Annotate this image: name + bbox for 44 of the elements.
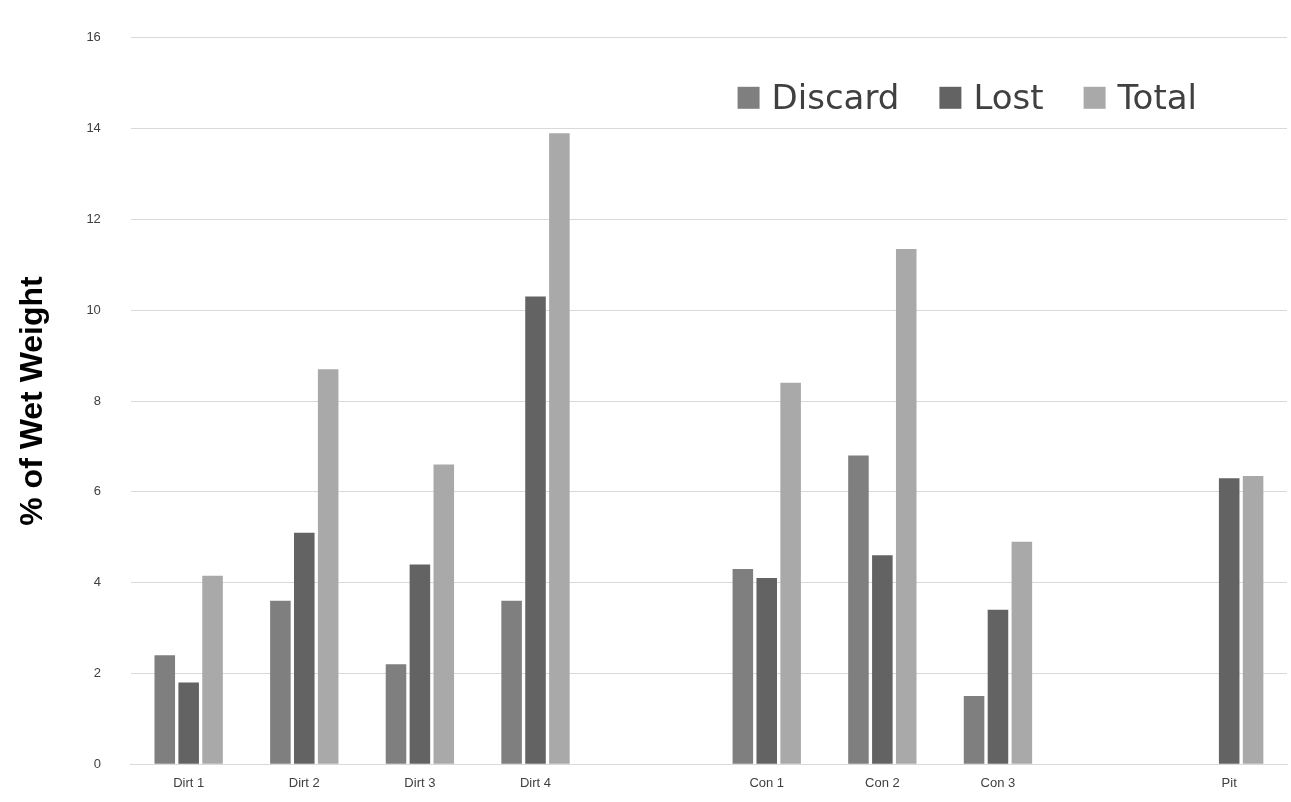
y-axis-title: % of Wet Weight bbox=[13, 275, 50, 526]
bar bbox=[433, 464, 455, 764]
bar bbox=[178, 682, 199, 764]
bar bbox=[549, 133, 570, 764]
bar bbox=[987, 609, 1009, 764]
bar bbox=[385, 664, 407, 764]
y-tick-label: 16 bbox=[86, 29, 101, 45]
bar bbox=[848, 455, 869, 764]
y-tick-label: 4 bbox=[93, 574, 101, 590]
bar bbox=[270, 600, 291, 764]
y-tick-label: 14 bbox=[86, 120, 101, 136]
y-tick-label: 6 bbox=[93, 483, 101, 499]
y-tick-label: 8 bbox=[93, 392, 101, 408]
bar bbox=[409, 564, 431, 764]
bar bbox=[154, 655, 176, 764]
bar bbox=[202, 575, 223, 764]
bar bbox=[756, 578, 778, 764]
bar bbox=[501, 600, 522, 764]
y-tick-label: 10 bbox=[86, 301, 101, 317]
bar bbox=[895, 248, 917, 764]
x-tick-label: Pit bbox=[1221, 774, 1238, 790]
x-tick-label: Con 3 bbox=[980, 774, 1016, 790]
x-tick-label: Dirt 1 bbox=[173, 774, 205, 790]
bar bbox=[1242, 475, 1264, 764]
x-tick-label: Con 2 bbox=[865, 774, 900, 790]
bar bbox=[1011, 541, 1033, 764]
y-tick-label: 12 bbox=[86, 210, 101, 226]
legend-label: Discard bbox=[771, 76, 900, 117]
bar bbox=[525, 296, 546, 764]
y-tick-label: 0 bbox=[93, 755, 101, 771]
x-tick-label: Dirt 4 bbox=[519, 774, 552, 790]
bar bbox=[872, 555, 893, 764]
bar bbox=[1218, 478, 1240, 764]
legend-label: Total bbox=[1116, 76, 1197, 117]
x-tick-label: Dirt 2 bbox=[288, 774, 320, 790]
x-tick-label: Dirt 3 bbox=[404, 774, 436, 790]
bar bbox=[294, 532, 315, 764]
x-tick-label: Con 1 bbox=[749, 774, 785, 790]
bar bbox=[732, 568, 754, 764]
legend-label: Lost bbox=[973, 76, 1044, 117]
y-tick-label: 2 bbox=[93, 664, 101, 680]
bar bbox=[780, 382, 801, 764]
bar bbox=[963, 696, 985, 764]
bar bbox=[317, 369, 339, 764]
